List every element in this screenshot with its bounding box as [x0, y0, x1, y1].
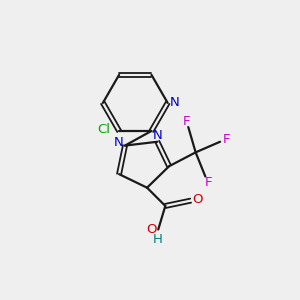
Text: N: N	[114, 136, 123, 149]
Text: H: H	[153, 233, 163, 246]
Text: N: N	[169, 96, 179, 110]
Text: Cl: Cl	[97, 123, 110, 136]
Text: F: F	[223, 133, 230, 146]
Text: N: N	[153, 129, 163, 142]
Text: O: O	[192, 193, 202, 206]
Text: F: F	[205, 176, 213, 190]
Text: F: F	[183, 115, 190, 128]
Text: O: O	[146, 223, 157, 236]
